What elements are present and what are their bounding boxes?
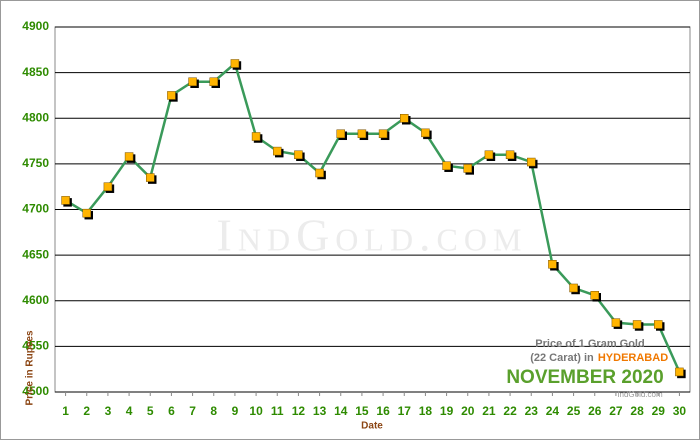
y-tick-label: 4700: [22, 202, 49, 216]
x-tick-label: 1: [62, 404, 69, 418]
x-tick-label: 23: [525, 404, 539, 418]
x-tick-label: 2: [83, 404, 90, 418]
marker: [421, 128, 430, 138]
marker: [167, 91, 176, 100]
marker: [251, 132, 261, 141]
marker: [357, 129, 367, 139]
x-tick-label: 21: [482, 404, 496, 418]
watermark: IndGold.com: [217, 210, 528, 261]
x-tick-label: 5: [147, 404, 154, 418]
x-tick-label: 20: [461, 404, 475, 418]
marker: [124, 152, 134, 161]
info-period: NOVEMBER 2020: [506, 367, 663, 388]
marker: [315, 168, 324, 178]
x-tick-label: 11: [271, 404, 284, 418]
marker: [146, 173, 155, 182]
y-tick-label: 4800: [22, 110, 49, 124]
marker: [527, 157, 536, 167]
x-tick-label: 22: [503, 404, 517, 418]
x-tick-label: 14: [334, 404, 348, 418]
marker: [188, 77, 197, 86]
x-tick-label: 10: [249, 404, 263, 418]
x-tick-label: 6: [168, 404, 175, 418]
marker: [400, 114, 409, 123]
marker: [294, 150, 303, 159]
marker: [378, 129, 388, 139]
x-tick-label: 17: [398, 404, 412, 418]
marker: [442, 161, 451, 170]
y-tick-label: 4650: [22, 247, 49, 261]
marker: [548, 260, 557, 269]
marker: [590, 291, 599, 300]
y-axis-label: Price in Rupees: [25, 330, 36, 405]
x-tick-label: 24: [546, 404, 560, 418]
marker: [273, 146, 282, 156]
marker: [505, 150, 515, 159]
marker: [209, 77, 218, 86]
x-tick-label: 7: [189, 404, 196, 418]
x-tick-label: 3: [105, 404, 112, 418]
x-tick-label: 28: [630, 404, 644, 418]
marker: [82, 208, 91, 218]
marker: [230, 59, 240, 68]
x-tick-label: 19: [440, 404, 454, 418]
x-tick-label: 15: [355, 404, 369, 418]
y-tick-label: 4750: [22, 156, 49, 170]
x-tick-label: 16: [376, 404, 390, 418]
x-tick-label: 25: [567, 404, 581, 418]
x-tick-label: 13: [313, 404, 327, 418]
marker: [463, 164, 472, 173]
x-axis-label: Date: [361, 421, 383, 432]
x-tick-label: 8: [210, 404, 217, 418]
y-tick-label: 4600: [22, 293, 49, 307]
marker: [654, 320, 663, 329]
x-tick-label: 4: [126, 404, 133, 418]
marker: [675, 367, 684, 377]
y-tick-label: 4900: [22, 19, 49, 33]
x-tick-label: 12: [292, 404, 306, 418]
marker: [336, 129, 345, 139]
y-tick-label: 4850: [22, 65, 49, 79]
info-city: HYDERABAD: [598, 352, 668, 364]
marker: [103, 182, 113, 191]
marker: [61, 196, 70, 205]
marker: [632, 320, 642, 329]
x-tick-label: 29: [652, 404, 666, 418]
marker: [484, 150, 494, 159]
x-tick-label: 27: [609, 404, 623, 418]
x-tick-label: 26: [588, 404, 602, 418]
info-line2: (22 Carat) in: [530, 352, 594, 364]
info-line1: Price of 1 Gram Gold: [535, 338, 644, 350]
marker: [611, 318, 621, 327]
marker: [569, 283, 578, 293]
y-tick-label: 4550: [22, 339, 49, 353]
info-source: IndGold.com: [617, 390, 663, 399]
x-tick-label: 9: [232, 404, 239, 418]
x-tick-label: 18: [419, 404, 433, 418]
y-tick-label: 4500: [22, 384, 49, 398]
x-tick-label: 30: [673, 404, 687, 418]
